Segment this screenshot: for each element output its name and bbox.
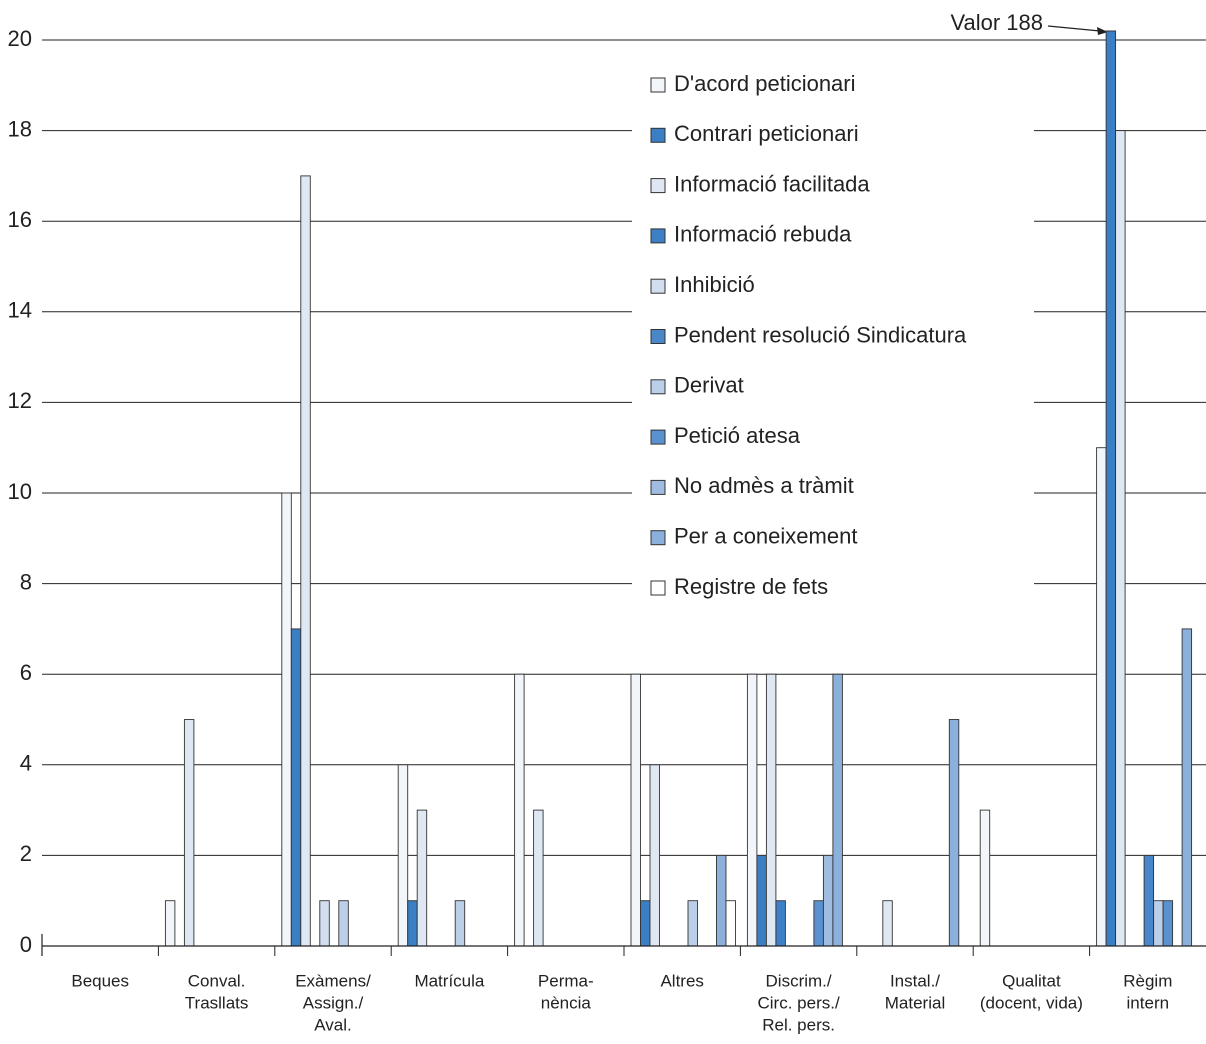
x-tick-label: Exàmens/ xyxy=(295,971,371,990)
bar xyxy=(1181,628,1193,947)
x-tick-label: Altres xyxy=(660,971,703,990)
x-tick-label: Aval. xyxy=(314,1015,352,1034)
bar xyxy=(281,492,292,947)
x-tick-label: Discrim./ xyxy=(766,971,832,990)
legend-swatch xyxy=(650,127,666,143)
bar xyxy=(514,673,525,947)
x-tick-label: Beques xyxy=(71,971,129,990)
legend-swatch xyxy=(650,479,666,495)
legend-swatch xyxy=(650,530,666,546)
y-tick-label: 10 xyxy=(8,479,32,504)
bar xyxy=(640,900,651,947)
y-tick-label: 20 xyxy=(8,26,32,51)
bar xyxy=(454,900,466,947)
y-tick-label: 6 xyxy=(20,660,32,685)
legend-label: Inhibició xyxy=(674,272,755,297)
bar xyxy=(319,900,330,947)
x-tick-label: (docent, vida) xyxy=(980,993,1083,1012)
bar xyxy=(1105,30,1117,947)
bar xyxy=(725,900,736,947)
x-tick-label: Circ. pers./ xyxy=(758,993,840,1012)
legend-swatch xyxy=(650,580,666,596)
legend-label: Informació facilitada xyxy=(674,171,870,196)
bar xyxy=(416,809,428,947)
legend-background xyxy=(632,60,1034,615)
bar xyxy=(813,900,824,947)
bar xyxy=(533,809,544,947)
bar xyxy=(979,809,991,947)
annotation: Valor 188 xyxy=(950,10,1043,35)
y-tick-label: 12 xyxy=(8,388,32,413)
bar xyxy=(300,175,311,947)
x-tick-label: Règim xyxy=(1123,971,1172,990)
bar xyxy=(1153,900,1164,947)
x-tick-label: Assign./ xyxy=(303,993,364,1012)
legend-label: Informació rebuda xyxy=(674,222,852,247)
bar xyxy=(630,673,641,947)
bar xyxy=(832,673,843,947)
legend-swatch xyxy=(650,77,666,93)
x-tick-label: Material xyxy=(885,993,945,1012)
bar xyxy=(716,854,727,947)
bar xyxy=(164,900,176,947)
legend-swatch xyxy=(650,178,666,194)
bar xyxy=(1162,900,1174,947)
legend-label: Contrari peticionari xyxy=(674,121,859,146)
annotation-arrowhead xyxy=(1097,27,1108,35)
legend-swatch xyxy=(650,379,666,395)
x-tick-label: Qualitat xyxy=(1002,971,1061,990)
x-tick-label: Conval. xyxy=(188,971,246,990)
legend-swatch xyxy=(650,278,666,294)
bar xyxy=(1096,447,1107,947)
x-tick-label: Matrícula xyxy=(414,971,484,990)
annotation-arrow xyxy=(1047,25,1101,32)
y-tick-label: 16 xyxy=(8,207,32,232)
plot: 0 2 4 6 8 10 12 14 16 18 20 Beques Conval. Trasllats E… xyxy=(8,26,1206,1034)
y-tick-label: 8 xyxy=(20,569,32,594)
bar xyxy=(756,854,767,947)
legend-label: Registre de fets xyxy=(674,574,828,599)
x-tick-label: Trasllats xyxy=(185,993,249,1012)
bar xyxy=(290,628,302,947)
bar xyxy=(407,900,418,947)
x-tick-label: intern xyxy=(1127,993,1170,1012)
y-tick-label: 4 xyxy=(20,751,32,776)
bar xyxy=(775,900,786,947)
y-tick-label: 18 xyxy=(8,116,32,141)
x-tick-label: Instal./ xyxy=(890,971,940,990)
bar xyxy=(1115,130,1126,947)
bar xyxy=(338,900,349,947)
legend-label: Petició atesa xyxy=(674,423,801,448)
legend-swatch xyxy=(650,329,666,344)
bar xyxy=(183,719,195,947)
bar xyxy=(397,764,409,947)
x-tick-label: Perma- xyxy=(538,971,594,990)
legend-swatch xyxy=(650,228,666,244)
y-tick-label: 14 xyxy=(8,298,32,323)
bar xyxy=(746,673,758,947)
x-tick-label: Rel. pers. xyxy=(762,1015,835,1034)
legend-label: Per a coneixement xyxy=(674,524,857,549)
bar xyxy=(687,900,698,947)
legend-label: No admès a tràmit xyxy=(674,473,854,498)
bar xyxy=(765,673,777,947)
bar xyxy=(948,719,960,947)
legend-label: D'acord peticionari xyxy=(674,71,856,96)
legend-swatch xyxy=(650,429,666,445)
bar xyxy=(1143,854,1155,947)
y-tick-label: 0 xyxy=(20,932,32,957)
bar xyxy=(882,900,893,947)
legend-label: Derivat xyxy=(674,373,744,398)
y-tick-label: 2 xyxy=(20,841,32,866)
bar xyxy=(822,854,834,947)
bar xyxy=(649,764,660,947)
x-tick-label: nència xyxy=(541,993,592,1012)
legend-label: Pendent resolució Sindicatura xyxy=(674,322,967,347)
